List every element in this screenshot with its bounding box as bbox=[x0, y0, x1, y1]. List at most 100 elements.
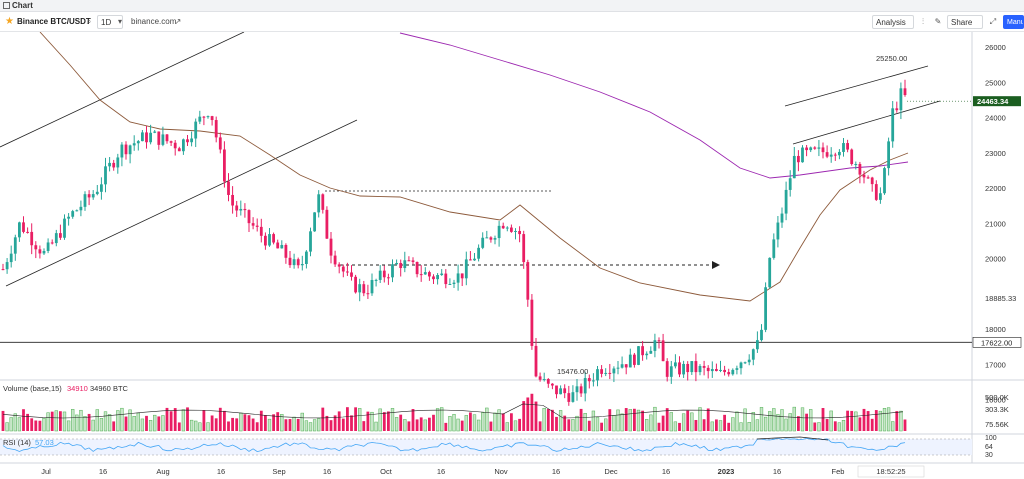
candle-body bbox=[706, 367, 710, 372]
volume-bar bbox=[202, 410, 206, 431]
volume-bar bbox=[846, 410, 849, 431]
current-time-tag bbox=[857, 465, 925, 478]
volume-bar bbox=[358, 408, 362, 432]
volume-bar bbox=[763, 416, 768, 432]
current-time-label: 18:52:25 bbox=[876, 467, 905, 476]
volume-bar bbox=[797, 416, 800, 431]
candle-body bbox=[255, 225, 259, 227]
candle-body bbox=[38, 249, 42, 254]
chart-tab-label[interactable]: Chart bbox=[12, 1, 33, 10]
candle-body bbox=[813, 147, 817, 149]
candle-body bbox=[440, 273, 444, 276]
tab-bar: Chart bbox=[0, 0, 1024, 12]
candle-body bbox=[313, 212, 316, 232]
candle-body bbox=[83, 194, 87, 207]
volume-bar bbox=[723, 414, 726, 431]
candle-body bbox=[776, 222, 780, 240]
volume-bar bbox=[678, 422, 681, 431]
fullscreen-icon[interactable]: ⤢ bbox=[989, 17, 997, 26]
volume-bar bbox=[337, 411, 341, 431]
volume-bar bbox=[518, 418, 521, 431]
volume-bar bbox=[186, 407, 189, 431]
volume-series bbox=[1, 393, 907, 432]
volume-bar bbox=[620, 413, 624, 432]
candle-body bbox=[563, 388, 567, 394]
symbol-star-icon[interactable]: ★ bbox=[5, 16, 14, 27]
candle-body bbox=[268, 234, 271, 246]
time-axis-label: 16 bbox=[99, 467, 107, 476]
candle-body bbox=[534, 345, 538, 377]
draw-icon[interactable]: ✎ bbox=[934, 17, 942, 26]
candle-body bbox=[727, 372, 731, 375]
volume-bar bbox=[624, 408, 628, 431]
volume-bar bbox=[95, 409, 99, 432]
candle-body bbox=[59, 233, 62, 238]
volume-bar bbox=[505, 422, 509, 432]
candle-body bbox=[317, 194, 321, 213]
candle-body bbox=[604, 372, 608, 374]
candle-body bbox=[280, 244, 284, 249]
compare-icon[interactable]: ⫶ bbox=[922, 17, 924, 26]
volume-bar bbox=[636, 409, 641, 432]
volume-bar bbox=[747, 421, 751, 432]
pane-separators bbox=[0, 32, 1024, 479]
volume-bar bbox=[854, 411, 858, 432]
volume-bar bbox=[173, 408, 177, 431]
volume-bar bbox=[903, 419, 907, 431]
volume-bar bbox=[727, 422, 731, 431]
analysis-button[interactable]: Analysis bbox=[872, 15, 914, 29]
volume-bar bbox=[641, 410, 644, 431]
manual-button[interactable]: Manual bbox=[1003, 15, 1024, 29]
symbol-search-icon[interactable]: ⌕ bbox=[86, 17, 92, 26]
symbol-name[interactable]: Binance BTC/USDT bbox=[17, 17, 91, 26]
candle-body bbox=[743, 362, 747, 364]
candle-body bbox=[641, 346, 644, 356]
candle-body bbox=[571, 392, 575, 402]
candle-body bbox=[136, 141, 140, 144]
price-chart[interactable]: 26000 25000 24000 23000 22000 21000 20000 18885… bbox=[0, 32, 1024, 479]
candle-body bbox=[575, 386, 579, 393]
volume-bar bbox=[423, 419, 427, 432]
volume-bar bbox=[83, 416, 87, 432]
external-link-icon[interactable]: ↗ bbox=[174, 17, 182, 26]
volume-bar bbox=[267, 418, 272, 432]
volume-bar bbox=[382, 412, 386, 431]
volume-bar bbox=[296, 418, 300, 431]
volume-bar bbox=[645, 419, 649, 432]
volume-bar bbox=[66, 420, 71, 432]
candle-body bbox=[145, 132, 148, 143]
chart-type-icon[interactable]: ▾ bbox=[117, 17, 122, 26]
volume-bar bbox=[583, 413, 587, 432]
candle-body bbox=[350, 272, 353, 277]
volume-bar bbox=[317, 418, 321, 432]
chart-tab-icon bbox=[3, 2, 10, 9]
share-button[interactable]: Share bbox=[947, 15, 983, 29]
volume-bar bbox=[600, 422, 603, 431]
volume-bar bbox=[428, 417, 431, 431]
candle-body bbox=[567, 393, 571, 402]
volume-bar bbox=[604, 418, 608, 432]
volume-bar bbox=[194, 420, 198, 432]
volume-bar bbox=[513, 420, 518, 432]
candle-body bbox=[18, 222, 21, 238]
candle-body bbox=[403, 260, 407, 269]
candle-body bbox=[235, 205, 239, 211]
volume-bar bbox=[809, 409, 813, 432]
interval-button[interactable]: 1D bbox=[97, 15, 123, 29]
volume-bar bbox=[850, 410, 854, 431]
volume-bar bbox=[694, 419, 698, 431]
volume-bar bbox=[407, 421, 411, 431]
volume-bar bbox=[34, 420, 38, 431]
source-link[interactable]: binance.com bbox=[131, 17, 177, 26]
time-axis-label: 16 bbox=[217, 467, 225, 476]
candle-body bbox=[469, 259, 472, 261]
volume-bar bbox=[22, 409, 25, 431]
volume-bar bbox=[333, 415, 337, 431]
volume-bar bbox=[743, 408, 747, 432]
volume-bar bbox=[9, 417, 13, 432]
volume-bar bbox=[218, 407, 222, 431]
candle-body bbox=[903, 88, 907, 96]
volume-bar bbox=[665, 408, 669, 431]
candle-body bbox=[448, 283, 452, 285]
volume-pane-title: Volume (base,15) bbox=[3, 384, 62, 393]
